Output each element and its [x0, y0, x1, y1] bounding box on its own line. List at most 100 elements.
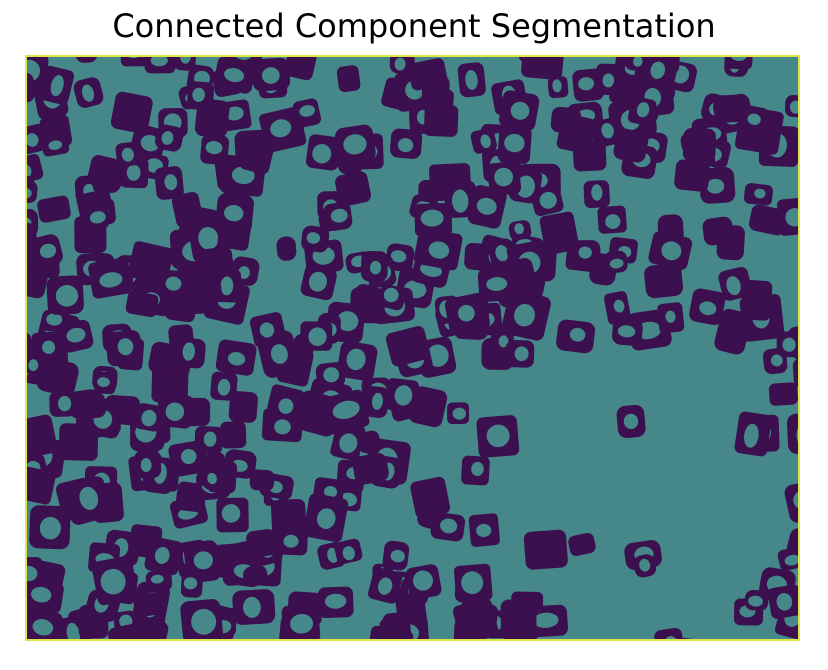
segment-blob: [75, 391, 107, 420]
segment-blob: [25, 466, 56, 505]
segment-blob: [390, 128, 423, 159]
segment-blob: [276, 236, 297, 261]
segment-blob: [194, 426, 223, 455]
segment-blob: [501, 290, 551, 341]
segment-blob: [323, 202, 353, 231]
segment-blob: [613, 128, 649, 163]
segment-blob: [251, 57, 291, 92]
segment-blob: [201, 467, 224, 490]
segment-blob: [633, 554, 657, 578]
segment-blob: [135, 617, 169, 641]
segment-blob: [335, 171, 372, 207]
segment-blob: [154, 166, 184, 200]
segment-blob: [444, 292, 490, 336]
segment-blob: [468, 513, 500, 547]
segment-blob: [352, 452, 389, 485]
segment-blob: [75, 55, 98, 63]
segment-blob: [595, 63, 623, 96]
segment-blob: [539, 211, 579, 255]
segment-blob: [467, 185, 507, 229]
segment-blob: [725, 55, 753, 70]
segment-blob: [382, 540, 410, 571]
segment-blob: [405, 564, 442, 600]
segment-blob: [640, 55, 679, 87]
segment-blob: [413, 227, 463, 271]
segment-blob: [32, 234, 63, 268]
segment-blob: [216, 497, 249, 533]
segment-blob: [572, 68, 604, 102]
segment-blob: [476, 415, 520, 458]
segment-blob: [590, 117, 623, 148]
segment-blob: [217, 220, 251, 251]
segment-blob: [477, 266, 514, 302]
segment-blob: [249, 312, 287, 348]
segment-blob: [110, 91, 153, 134]
segment-blob: [46, 275, 84, 315]
segment-blob: [180, 599, 223, 641]
segment-blob: [335, 124, 376, 165]
segment-blob: [232, 589, 276, 625]
segment-blob: [156, 393, 194, 429]
segment-blob: [127, 241, 174, 285]
segment-blob: [523, 529, 568, 570]
segment-blob: [748, 204, 788, 236]
segment-blob: [743, 183, 773, 206]
segment-blob: [776, 197, 800, 236]
segmentation-image: [25, 55, 800, 641]
segment-blob: [91, 166, 122, 194]
segment-blob: [31, 331, 65, 362]
segment-blob: [547, 76, 569, 99]
segment-blob: [616, 404, 646, 439]
segment-blob: [385, 326, 431, 367]
segment-blob: [25, 356, 45, 377]
segment-blob: [336, 65, 361, 93]
segment-blob: [627, 96, 657, 126]
segment-blob: [29, 505, 71, 550]
segment-blob: [499, 90, 540, 131]
segment-blob: [784, 95, 800, 118]
segment-blob: [734, 411, 772, 457]
segment-blob: [213, 56, 256, 94]
segment-blob: [742, 105, 768, 132]
segment-blob: [362, 386, 389, 418]
segment-blob: [556, 319, 596, 354]
segment-blob: [714, 308, 752, 355]
segment-blob: [25, 154, 44, 185]
segment-blob: [180, 569, 203, 598]
segment-blob: [648, 231, 693, 270]
segment-blob: [88, 257, 133, 299]
segment-blob: [300, 264, 337, 301]
segment-blob: [500, 599, 537, 636]
segment-blob: [470, 128, 497, 154]
segment-blob: [82, 204, 110, 232]
segment-blob: [133, 592, 162, 617]
segment-blob: [154, 124, 184, 152]
segment-blob: [447, 402, 470, 425]
segment-blob: [612, 318, 643, 346]
segment-blob: [25, 418, 48, 454]
segment-blob: [220, 421, 247, 449]
segment-blob: [246, 529, 278, 558]
segment-blob: [305, 134, 342, 171]
segment-blob: [105, 330, 143, 367]
segment-blob: [58, 423, 99, 461]
segment-blob: [717, 94, 743, 123]
segment-blob: [744, 589, 769, 611]
segment-blob: [368, 567, 403, 604]
segment-blob: [603, 250, 628, 274]
segment-blob: [604, 291, 631, 325]
segment-blob: [385, 378, 419, 413]
segment-blob: [300, 321, 333, 351]
segment-blob: [526, 604, 568, 638]
segment-blob: [281, 604, 321, 641]
segment-blob: [25, 55, 49, 91]
segment-blob: [49, 391, 76, 417]
segment-blob: [134, 403, 163, 432]
segment-blob: [417, 498, 444, 529]
segment-blob: [487, 161, 522, 196]
segment-blob: [418, 179, 438, 202]
segment-blob: [243, 564, 268, 586]
segment-blob: [144, 536, 183, 576]
segment-blob: [215, 339, 257, 376]
segment-blob: [91, 556, 139, 606]
